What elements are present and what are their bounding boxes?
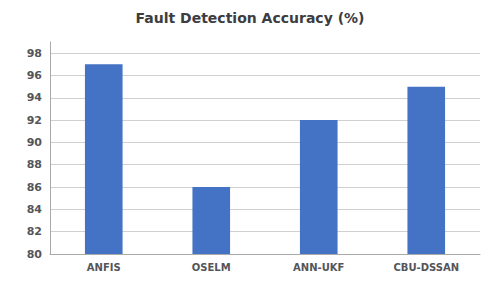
svg-text:88: 88 <box>27 158 42 171</box>
svg-text:90: 90 <box>27 136 43 149</box>
svg-text:Fault Detection Accuracy (%): Fault Detection Accuracy (%) <box>136 10 365 26</box>
svg-text:CBU-DSSAN: CBU-DSSAN <box>393 262 459 273</box>
svg-text:92: 92 <box>27 114 42 127</box>
svg-text:96: 96 <box>27 69 43 82</box>
svg-text:ANN-UKF: ANN-UKF <box>293 262 344 273</box>
svg-text:98: 98 <box>27 47 42 60</box>
svg-text:OSELM: OSELM <box>192 262 231 273</box>
svg-text:80: 80 <box>27 248 43 261</box>
svg-text:82: 82 <box>27 225 42 238</box>
svg-text:84: 84 <box>27 203 43 216</box>
svg-text:86: 86 <box>27 181 43 194</box>
svg-text:ANFIS: ANFIS <box>87 262 121 273</box>
svg-text:94: 94 <box>27 91 43 104</box>
